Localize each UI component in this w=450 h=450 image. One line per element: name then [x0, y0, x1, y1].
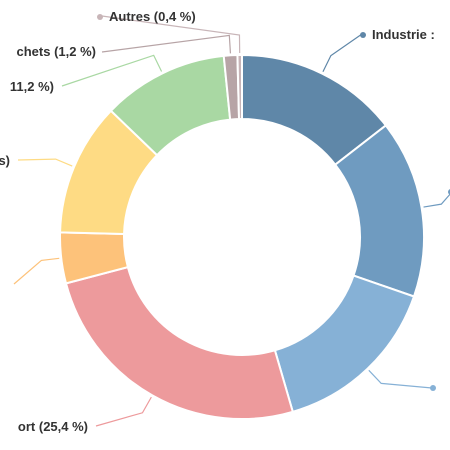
leader-line-5: [17, 158, 73, 167]
slice-label-0: Industrie :: [372, 27, 435, 42]
leader-line-3: [95, 396, 152, 427]
slice-label-6: 11,2 %): [10, 79, 54, 94]
leader-line-8: [101, 15, 241, 54]
slice-label-7: chets (1,2 %): [17, 44, 96, 59]
leader-line-6: [61, 54, 163, 87]
labels-layer: Industrie : ort (25,4 %) s) 11,2 %) chets (…: [0, 9, 450, 434]
leader-line-1: [423, 193, 450, 208]
slice-label-3: ort (25,4 %): [18, 419, 88, 434]
slices-layer: [59, 53, 425, 420]
leader-line-7: [101, 34, 232, 54]
slice-label-8: Autres (0,4 %): [109, 9, 196, 24]
leader-line-4: [13, 257, 60, 285]
slice-label-5: s): [0, 153, 10, 168]
leader-line-2: [368, 369, 433, 389]
donut-slice-8[interactable]: [236, 53, 243, 121]
leader-line-0: [322, 33, 363, 73]
donut-slice-3[interactable]: [64, 265, 295, 420]
donut-slice-2[interactable]: [273, 274, 416, 414]
legend-dot-2: [430, 385, 436, 391]
legend-dot-8: [97, 14, 103, 20]
legend-dot-0: [360, 32, 366, 38]
leader-lines-layer: [13, 15, 450, 427]
